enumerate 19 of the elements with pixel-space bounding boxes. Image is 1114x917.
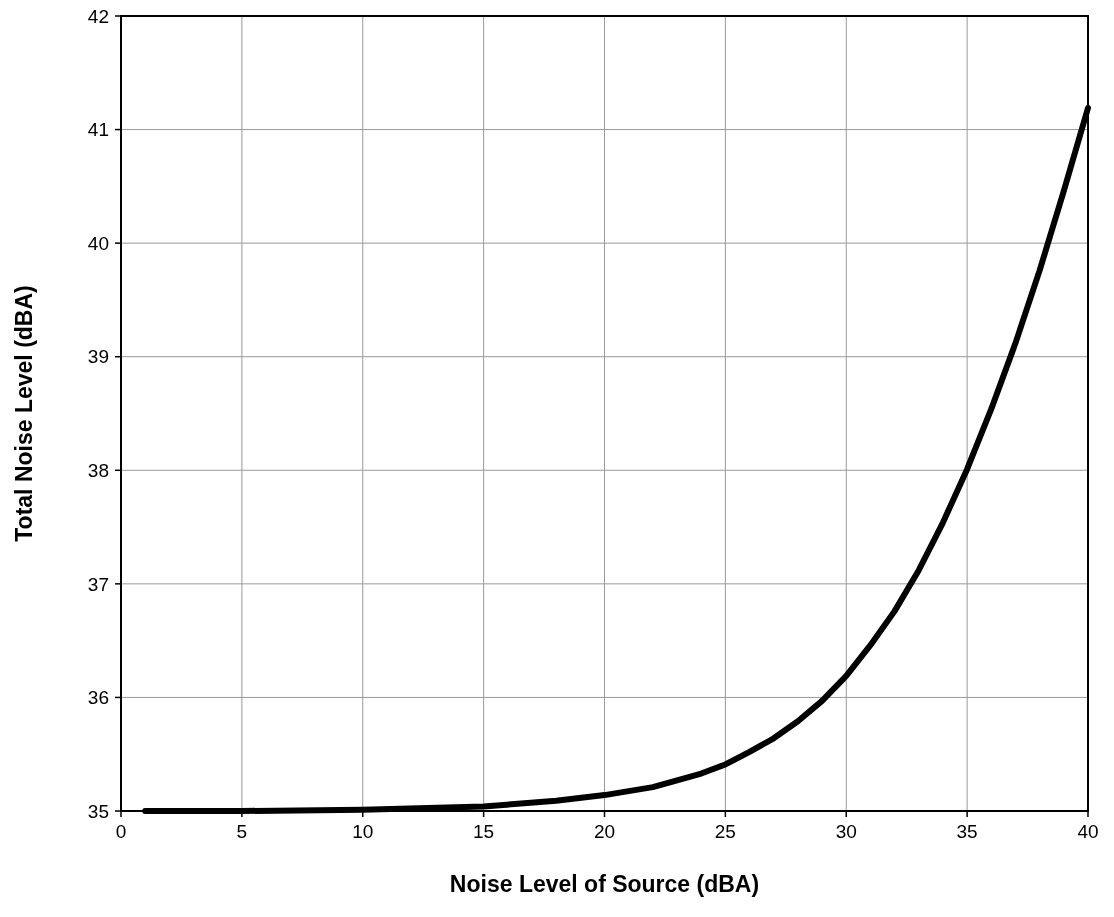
y-tick-label: 35 <box>87 800 109 822</box>
y-tick-label: 36 <box>87 687 109 709</box>
x-tick-label: 15 <box>473 821 495 842</box>
x-tick-label: 10 <box>352 821 374 842</box>
y-tick-label: 41 <box>87 119 109 141</box>
x-tick-label: 30 <box>835 821 857 842</box>
y-tick-label: 40 <box>87 232 109 254</box>
x-tick-label: 35 <box>956 821 978 842</box>
y-axis-title: Total Noise Level (dBA) <box>11 285 37 542</box>
y-tick-label: 38 <box>87 459 109 481</box>
x-tick-label: 0 <box>115 821 127 842</box>
y-tick-label: 37 <box>87 573 109 595</box>
y-tick-label: 39 <box>87 346 109 368</box>
x-tick-label: 40 <box>1077 821 1099 842</box>
x-axis-title: Noise Level of Source (dBA) <box>449 871 760 897</box>
x-tick-label: 20 <box>593 821 616 842</box>
y-tick-label: 42 <box>87 5 109 27</box>
x-tick-label: 25 <box>714 821 736 842</box>
x-tick-label: 5 <box>236 821 248 842</box>
